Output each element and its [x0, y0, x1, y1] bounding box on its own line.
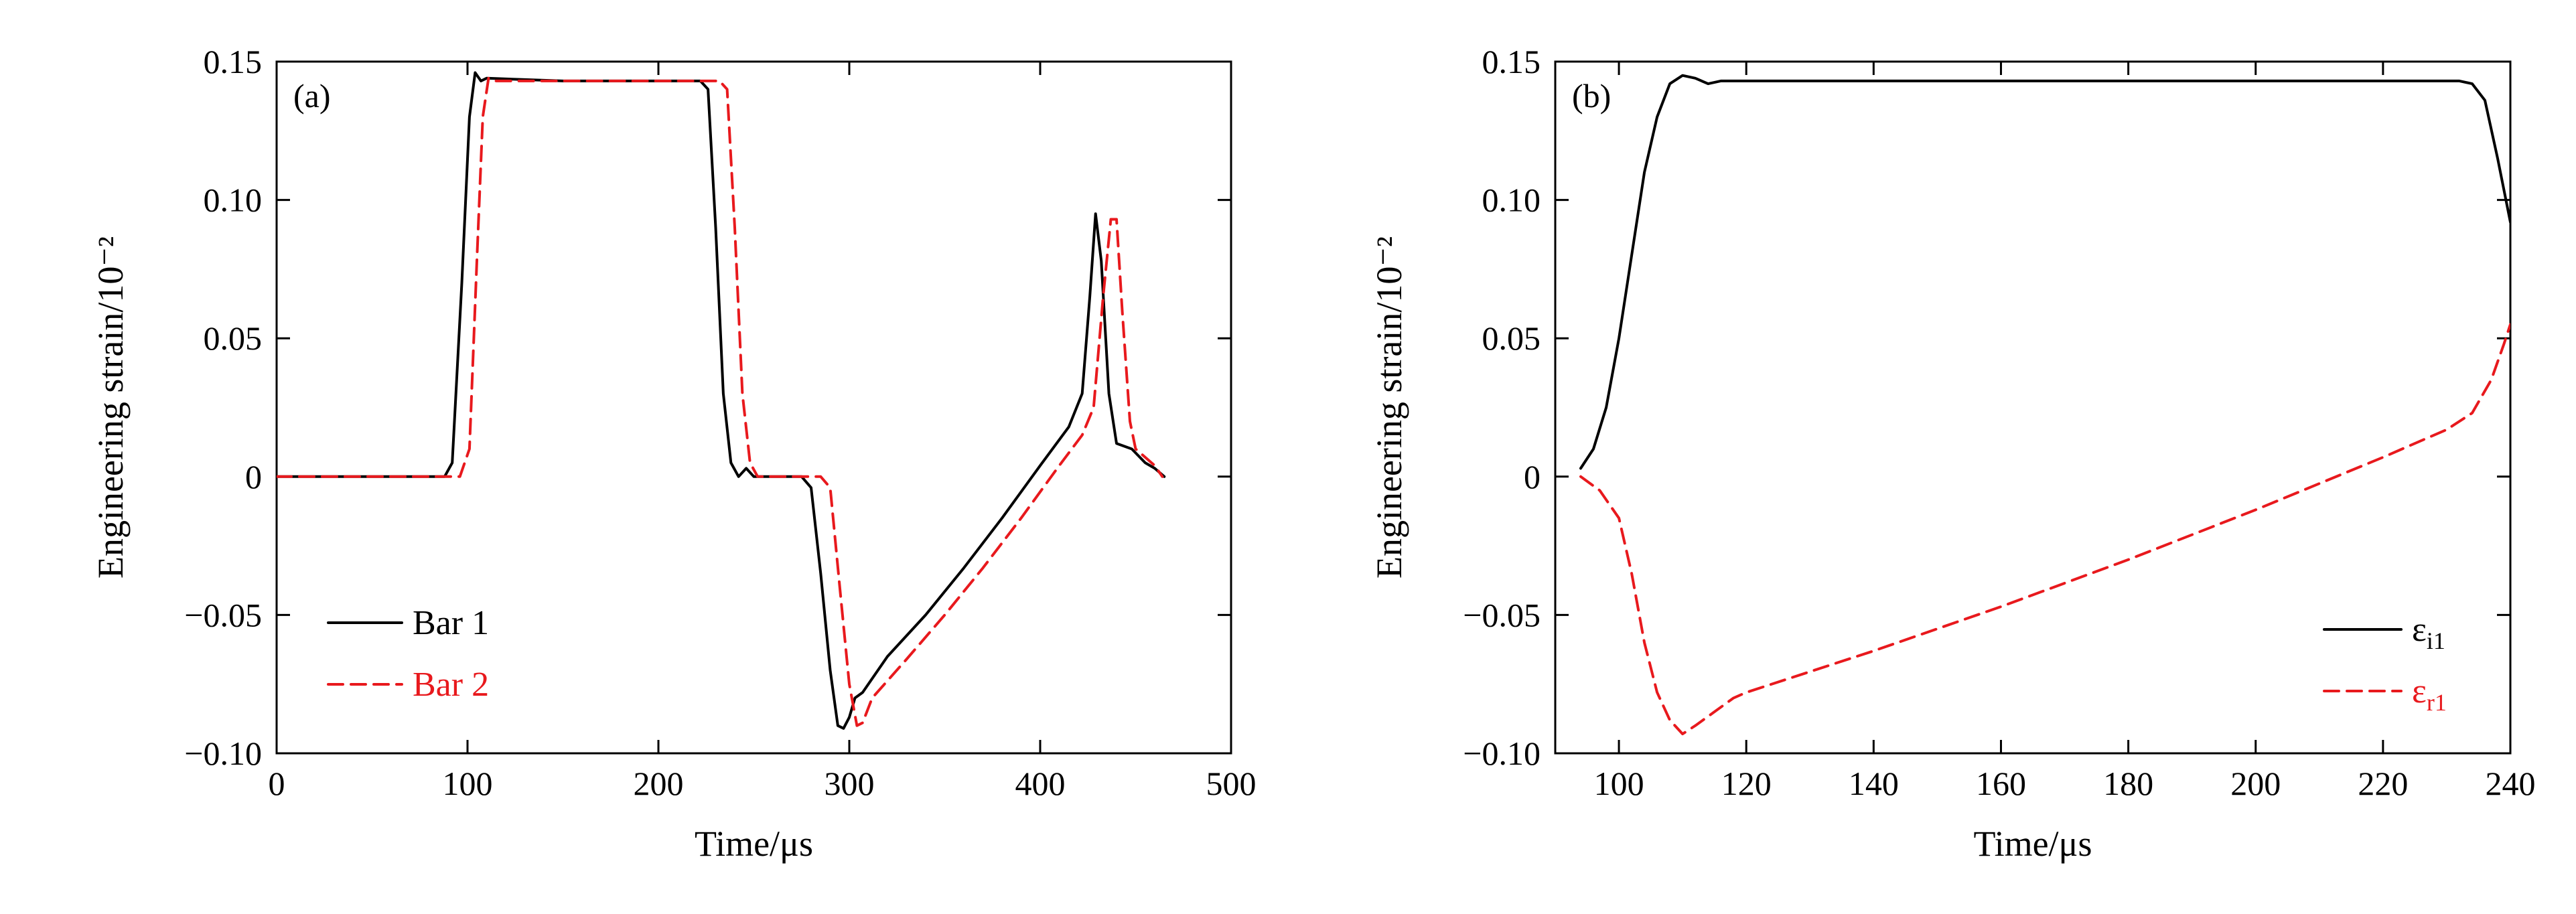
legend-label: Bar 2 — [413, 666, 489, 704]
legend-label-subscript: i1 — [2427, 627, 2445, 654]
y-tick-label: −0.10 — [184, 735, 262, 772]
x-tick-label: 220 — [2358, 765, 2408, 802]
series-line-1 — [277, 71, 1166, 730]
series-line-2 — [1579, 323, 2510, 736]
x-tick-label: 140 — [1849, 765, 1899, 802]
y-tick-label: −0.05 — [1463, 596, 1541, 633]
y-axis-title: Engineering strain/10⁻² — [90, 236, 131, 579]
x-tick-label: 400 — [1015, 765, 1066, 802]
legend-label: εr1 — [2412, 672, 2447, 716]
x-tick-label: 0 — [269, 765, 285, 802]
y-tick-label: 0.05 — [1482, 319, 1541, 357]
x-tick-label: 240 — [2486, 765, 2536, 802]
y-tick-label: 0.15 — [1482, 43, 1541, 80]
x-axis-title: Time/μs — [1973, 824, 2092, 864]
y-axis-title: Engineering strain/10⁻² — [1369, 236, 1409, 579]
legend-label-symbol: ε — [2412, 672, 2427, 710]
x-tick-label: 160 — [1976, 765, 2026, 802]
legend-label-symbol: ε — [2412, 611, 2427, 649]
x-axis-title: Time/μs — [695, 824, 813, 864]
panel-label: (a) — [293, 77, 331, 115]
legend-label: εi1 — [2412, 611, 2445, 654]
y-tick-label: −0.10 — [1463, 735, 1541, 772]
y-tick-label: −0.05 — [184, 596, 262, 633]
y-tick-label: 0.05 — [204, 319, 263, 357]
x-tick-label: 180 — [2103, 765, 2153, 802]
panel-label: (b) — [1572, 77, 1611, 115]
x-tick-label: 100 — [443, 765, 493, 802]
y-tick-label: 0.10 — [1482, 181, 1541, 219]
series-line-1 — [1579, 74, 2510, 470]
x-tick-label: 120 — [1721, 765, 1772, 802]
x-tick-label: 200 — [2230, 765, 2281, 802]
panel-a: 0 100 200 300 400 500 0.15 0.10 0.05 0 −0.05 −0.10 T… — [90, 43, 1257, 864]
x-tick-label: 100 — [1594, 765, 1644, 802]
x-tick-label: 200 — [634, 765, 684, 802]
legend-label: Bar 1 — [413, 604, 489, 642]
plot-frame — [1554, 60, 2512, 755]
y-tick-label: 0.15 — [204, 43, 263, 80]
x-tick-label: 300 — [825, 765, 875, 802]
series-line-2 — [277, 76, 1164, 727]
panel-b: 100 120 140 160 180 200 220 240 0.15 0.10 0.05 0 −0.… — [1369, 43, 2536, 864]
y-tick-label: 0.10 — [204, 181, 263, 219]
x-tick-label: 500 — [1206, 765, 1257, 802]
legend-label-subscript: r1 — [2427, 689, 2447, 716]
y-tick-label: 0 — [245, 458, 262, 496]
y-tick-label: 0 — [1524, 458, 1541, 496]
plot-frame — [275, 60, 1232, 755]
